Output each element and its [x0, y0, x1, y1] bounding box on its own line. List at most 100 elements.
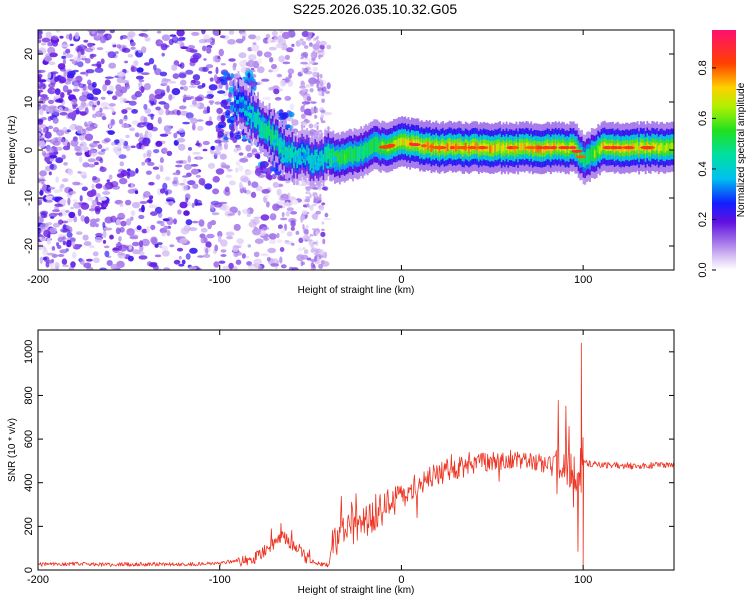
spectrogram-noise-blob [230, 73, 234, 79]
spectrogram-noise-blob [304, 118, 309, 123]
spectrogram-noise-blob [72, 240, 76, 248]
spectrogram-ridge-cell [338, 155, 341, 164]
spectrogram-noise-blob [303, 108, 313, 116]
spectrogram-noise-blob [261, 226, 270, 230]
spectrogram-noise-blob [96, 47, 104, 51]
spectrogram-y-ticks: 20 10 0 -10 -20 [23, 48, 674, 254]
spectrogram-noise-blob [304, 45, 309, 49]
spectrogram-noise-blob [91, 81, 97, 88]
spectrogram-noise-blob [59, 35, 64, 39]
spectrogram-noise-blob [38, 136, 43, 140]
spectrogram-ridge-cell [442, 142, 444, 150]
snr-x-label: Height of straight line (km) [298, 585, 415, 596]
spectrogram-noise-blob [235, 38, 244, 44]
spectrogram-noise-blob [210, 203, 215, 211]
spectrogram-noise-blob [218, 260, 226, 264]
spectrogram-noise-blob [318, 263, 324, 269]
spectrogram-noise-blob [147, 131, 153, 139]
spectrogram-noise-blob [41, 37, 51, 43]
spectrogram-noise-blob [242, 208, 251, 214]
spectrogram-noise-blob [150, 236, 158, 244]
spectrogram-x-tick-label: -200 [27, 274, 49, 286]
spectrogram-noise-blob [39, 170, 47, 177]
spectrogram-noise-blob [131, 241, 140, 247]
spectrogram-noise-blob [220, 63, 226, 66]
spectrogram-noise-blob [306, 35, 312, 41]
spectrogram-ridge-cell [281, 147, 284, 156]
spectrogram-noise-blob [54, 76, 59, 82]
spectrogram-noise-blob [130, 216, 134, 221]
spectrogram-noise-blob [237, 210, 241, 216]
spectrogram-noise-blob [38, 47, 47, 55]
spectrogram-ridge-cell [337, 153, 340, 162]
spectrogram-ridge-peak [306, 155, 312, 161]
spectrogram-noise-blob [163, 125, 172, 133]
spectrogram-ridge-cell [399, 138, 402, 146]
spectrogram-noise-blob [217, 56, 221, 59]
spectrogram-noise-blob [320, 109, 326, 114]
spectrogram-noise-blob [63, 70, 67, 78]
spectrogram-noise-blob [204, 183, 213, 190]
snr-x-tick-label: -100 [209, 574, 231, 586]
spectrogram-ridge-cell [270, 133, 273, 141]
spectrogram-noise-blob [316, 83, 320, 89]
spectrogram-noise-blob [162, 182, 168, 191]
spectrogram-noise-blob [182, 184, 188, 192]
spectrogram-noise-blob [192, 74, 201, 81]
spectrogram-ridge-cell [410, 138, 413, 147]
spectrogram-noise-blob [48, 105, 57, 110]
spectrogram-noise-blob [279, 197, 287, 201]
spectrogram-noise-blob [253, 251, 260, 258]
spectrogram-noise-blob [158, 89, 166, 94]
snr-y-tick-label: 400 [23, 474, 35, 492]
spectrogram-ridge-cell [595, 149, 598, 157]
spectrogram-ridge-cell [556, 143, 559, 152]
spectrogram-noise-blob [318, 129, 323, 133]
spectrogram-noise-blob [176, 109, 181, 116]
spectrogram-noise-blob [67, 112, 77, 119]
spectrogram-ridge-cell [401, 137, 403, 145]
spectrogram-noise-blob [214, 139, 222, 144]
spectrogram-noise-blob [232, 244, 239, 253]
spectrogram-ridge-cell [363, 146, 366, 155]
spectrogram-noise-blob [214, 101, 221, 105]
spectrogram-ridge-peak [278, 137, 283, 142]
spectrogram-noise-blob [308, 123, 314, 129]
spectrogram-noise-blob [91, 30, 96, 35]
spectrogram-noise-blob [171, 179, 180, 187]
spectrogram-noise-blob [181, 259, 186, 265]
spectrogram-noise-blob [162, 78, 172, 82]
spectrogram-noise-blob [296, 254, 305, 262]
spectrogram-noise-blob [316, 35, 320, 39]
spectrogram-noise-blob [308, 131, 314, 136]
spectrogram-ridge-cell [507, 145, 510, 154]
spectrogram-noise-blob [321, 98, 325, 103]
spectrogram-ridge-cell [582, 155, 585, 164]
spectrogram-noise-blob [91, 199, 98, 206]
spectrogram-noise-blob [271, 173, 277, 180]
spectrogram-noise-blob [177, 64, 182, 67]
spectrogram-noise-blob [119, 226, 125, 233]
spectrogram-noise-blob [316, 122, 320, 125]
spectrogram-ridge-cell [597, 145, 600, 153]
spectrogram-ridge-cell [392, 140, 395, 148]
spectrogram-noise-blob [79, 156, 83, 163]
spectrogram-noise-blob [198, 219, 205, 227]
spectrogram-ridge-cell [262, 122, 264, 131]
spectrogram-noise-blob [141, 238, 150, 247]
spectrogram-noise-blob [195, 142, 201, 146]
snr-x-tick-label: 0 [398, 574, 404, 586]
spectrogram-noise-blob [125, 107, 133, 111]
spectrogram-noise-blob [213, 74, 218, 82]
spectrogram-noise-blob [92, 257, 100, 264]
spectrogram-noise-blob [103, 184, 110, 191]
spectrogram-noise-blob [192, 183, 199, 189]
spectrogram-noise-blob [77, 61, 84, 68]
spectrogram-ridge-cell [594, 150, 596, 158]
spectrogram-noise-blob [67, 218, 74, 223]
spectrogram-noise-blob [228, 180, 236, 186]
spectrogram-noise-blob [39, 97, 46, 105]
spectrogram-noise-blob [166, 85, 170, 93]
spectrogram-noise-blob [83, 241, 92, 247]
spectrogram-noise-blob [300, 61, 308, 65]
